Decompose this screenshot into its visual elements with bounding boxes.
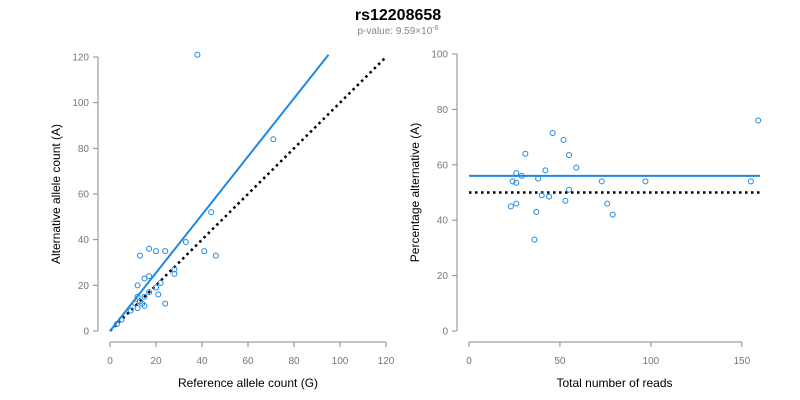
data-point	[566, 186, 573, 193]
data-point	[141, 275, 148, 282]
data-point	[542, 167, 549, 174]
x-tick-label: 20	[150, 356, 162, 367]
x-axis-label: Reference allele count (G)	[178, 376, 318, 390]
y-tick-label: 60	[437, 160, 449, 171]
data-point	[157, 280, 164, 287]
p-value-exponent: -6	[432, 25, 438, 32]
data-point	[546, 193, 553, 200]
data-point	[535, 175, 542, 182]
x-axis-label: Total number of reads	[556, 376, 672, 390]
y-tick-label: 60	[78, 190, 90, 201]
data-point	[171, 270, 178, 277]
data-point	[573, 164, 580, 171]
y-tick-label: 40	[437, 216, 449, 227]
data-point	[153, 248, 159, 255]
data-point	[182, 238, 189, 245]
y-tick-label: 100	[431, 50, 448, 61]
data-point	[146, 245, 153, 252]
y-tick-label: 0	[83, 327, 89, 338]
data-point	[146, 289, 153, 296]
data-point	[549, 129, 556, 136]
data-point	[132, 300, 139, 307]
y-tick-label: 20	[437, 271, 449, 282]
data-point	[141, 293, 148, 300]
data-point	[113, 321, 120, 328]
y-tick-label: 20	[78, 281, 90, 292]
y-tick-label: 80	[78, 144, 90, 155]
data-point	[208, 209, 215, 216]
data-point	[747, 178, 754, 185]
data-point	[566, 152, 573, 159]
data-point	[533, 208, 540, 215]
data-point	[134, 293, 141, 300]
x-tick-label: 50	[554, 356, 566, 367]
right-scatter-panel: 0 50 100 150 0 20 40 60 80 100 Total number of rea…	[408, 50, 762, 390]
x-tick-label: 60	[242, 356, 254, 367]
reference-line	[109, 56, 387, 332]
x-tick-label: 150	[733, 356, 750, 367]
y-tick-label: 80	[437, 105, 449, 116]
y-tick-label: 0	[442, 327, 448, 338]
x-tick-label: 120	[378, 356, 395, 367]
data-point	[604, 200, 611, 207]
data-point	[162, 248, 169, 255]
x-tick-label: 100	[332, 356, 349, 367]
fit-line	[109, 54, 330, 332]
x-tick-label: 0	[466, 356, 472, 367]
x-tick-label: 0	[107, 356, 113, 367]
data-point	[201, 248, 208, 255]
x-tick-label: 100	[643, 356, 660, 367]
data-point	[562, 197, 569, 204]
data-point	[155, 291, 162, 298]
data-point	[194, 51, 201, 58]
data-point	[141, 302, 148, 309]
left-scatter-panel: 0 20 40 60 80 100 120 0 20 40 60 80 100 120 Reference …	[49, 51, 395, 390]
data-point	[162, 300, 169, 307]
data-point	[270, 136, 277, 143]
data-point	[118, 316, 125, 323]
data-point	[134, 305, 141, 312]
data-point	[560, 136, 567, 143]
y-axis-label: Percentage alternative (A)	[408, 123, 422, 262]
data-point	[609, 211, 616, 218]
data-point	[642, 178, 649, 185]
data-point	[513, 179, 520, 186]
data-point	[598, 178, 605, 185]
data-point	[146, 273, 153, 280]
data-point	[212, 252, 219, 259]
x-tick-label: 40	[196, 356, 208, 367]
y-axis-label: Alternative allele count (A)	[49, 124, 63, 264]
data-point	[513, 200, 520, 207]
data-point	[518, 172, 525, 179]
data-point	[755, 117, 762, 124]
data-point	[513, 170, 520, 177]
data-point	[538, 192, 545, 199]
data-point	[136, 252, 143, 259]
data-point	[522, 150, 529, 157]
data-point	[531, 236, 538, 243]
y-tick-label: 40	[78, 235, 90, 246]
data-point	[134, 282, 141, 289]
y-tick-label: 120	[72, 53, 89, 64]
chart-title: rs12208658	[355, 7, 441, 24]
y-tick-label: 100	[72, 98, 89, 109]
data-point	[127, 307, 134, 314]
data-point	[153, 284, 159, 291]
chart-subtitle: p-value: 9.59×10-6	[357, 25, 438, 37]
data-point	[509, 178, 516, 185]
x-tick-label: 80	[288, 356, 300, 367]
data-point	[507, 203, 514, 210]
p-value-text: p-value: 9.59×10	[357, 26, 432, 37]
